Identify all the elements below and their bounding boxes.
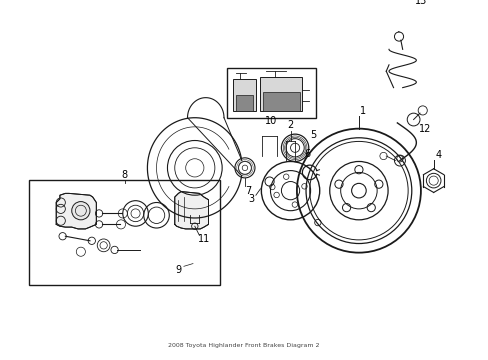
Polygon shape (233, 78, 255, 111)
Text: 1: 1 (360, 106, 366, 116)
Text: 4: 4 (434, 150, 440, 160)
Bar (29, 180, 220, 284)
Text: 9: 9 (175, 265, 181, 275)
Text: 12: 12 (418, 123, 431, 134)
Text: 2: 2 (287, 120, 293, 130)
Text: 2008 Toyota Highlander Front Brakes Diagram 2: 2008 Toyota Highlander Front Brakes Diag… (168, 343, 319, 348)
Circle shape (72, 202, 90, 220)
Polygon shape (235, 95, 253, 111)
Text: 10: 10 (264, 116, 277, 126)
Polygon shape (174, 192, 208, 229)
Polygon shape (56, 193, 96, 229)
Text: 13: 13 (414, 0, 426, 6)
Text: 6: 6 (304, 149, 310, 159)
Text: 8: 8 (122, 170, 127, 180)
Text: 11: 11 (198, 234, 210, 244)
Polygon shape (263, 92, 299, 111)
Polygon shape (260, 77, 302, 111)
Text: 5: 5 (309, 130, 316, 140)
Text: 3: 3 (248, 194, 254, 204)
Bar (226, 68, 315, 118)
Text: 7: 7 (245, 186, 251, 195)
